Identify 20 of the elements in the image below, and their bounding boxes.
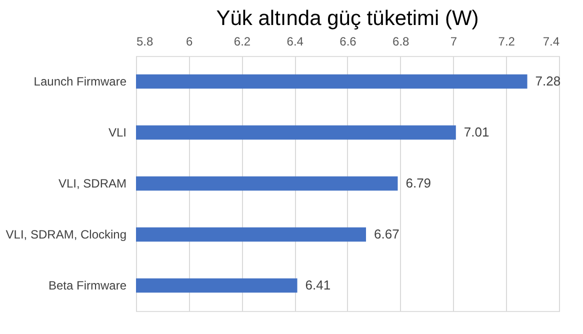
- y-tick-label: VLI, SDRAM, Clocking: [6, 228, 126, 242]
- x-tick-label: 6.6: [340, 34, 357, 48]
- data-label: 6.41: [305, 278, 331, 292]
- data-label: 6.67: [374, 226, 400, 242]
- x-tick-label: 6.4: [286, 34, 304, 48]
- y-tick-label: Beta Firmware: [48, 278, 127, 292]
- data-label: 7.28: [535, 74, 561, 88]
- x-tick-label: 6.2: [234, 34, 251, 48]
- x-tick-label: 6: [186, 34, 194, 48]
- x-tick-label: 7: [450, 34, 458, 48]
- x-tick-label: 6.8: [392, 34, 410, 48]
- chart-title: Yük altında güç tüketimi (W): [216, 7, 479, 30]
- x-tick-label: 5.8: [136, 34, 154, 48]
- x-tick-label: 7.2: [498, 34, 516, 48]
- y-tick-label: VLI: [108, 126, 126, 140]
- y-tick-label: VLI, SDRAM: [58, 176, 127, 190]
- data-label: 6.79: [406, 176, 432, 190]
- data-label: 7.01: [464, 124, 490, 140]
- x-tick-label: 7.4: [542, 34, 560, 48]
- y-tick-label: Launch Firmware: [34, 74, 127, 88]
